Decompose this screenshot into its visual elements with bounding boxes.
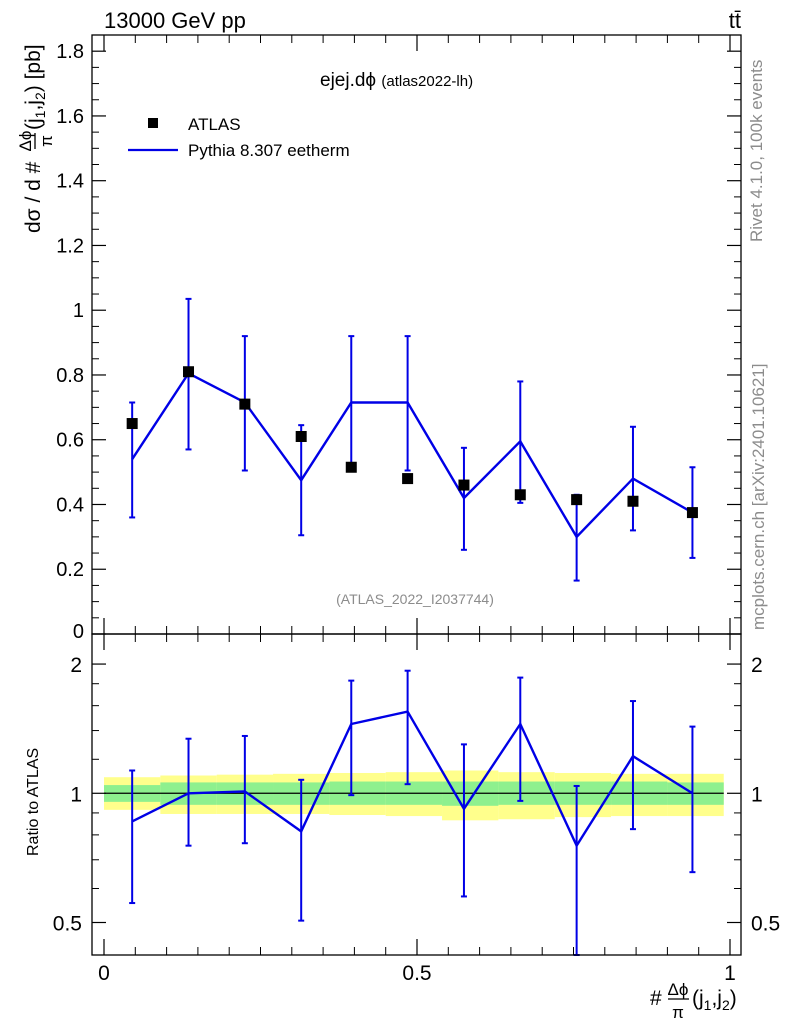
- xlabel-args: (j: [692, 987, 704, 1010]
- xlabel-sub2: 2: [722, 997, 730, 1013]
- ratio-ytick-label-right: 1: [751, 783, 763, 806]
- ylabel-unit: ) [pb]: [22, 44, 45, 92]
- data-point: [458, 479, 470, 491]
- xtick-label: 0: [98, 962, 110, 985]
- main-title-tag: (atlas2022-lh): [381, 73, 473, 90]
- legend-mc-label: Pythia 8.307 eetherm: [188, 141, 350, 160]
- main-ytick-label: 0.2: [56, 559, 84, 581]
- ratio-ytick-label: 0.5: [53, 912, 82, 935]
- xlabel-close: ): [730, 987, 737, 1010]
- data-point: [514, 489, 526, 501]
- xlabel-frac-num: Δϕ: [668, 980, 689, 999]
- watermark: (ATLAS_2022_I2037744): [336, 591, 494, 607]
- xlabel-prefix: #: [650, 987, 662, 1010]
- data-point: [126, 418, 138, 430]
- data-point: [345, 461, 357, 473]
- main-ytick-label: 1.8: [56, 41, 84, 63]
- xlabel-sub1: 1: [704, 997, 712, 1013]
- ratio-ytick-label: 2: [70, 654, 82, 677]
- rivet-info: Rivet 4.1.0, 100k events: [747, 60, 766, 242]
- x-axis-label: # Δϕ π (j1,j2): [650, 980, 737, 1022]
- data-point: [239, 398, 251, 410]
- xlabel-frac-den: π: [672, 1003, 684, 1022]
- xtick-label: 0.5: [402, 962, 431, 985]
- main-ylabel: dσ / d # Δϕ π (j1,j2) [pb]: [16, 44, 56, 233]
- ylabel-frac-den: π: [37, 135, 56, 147]
- ratio-ylabel: Ratio to ATLAS: [25, 748, 42, 856]
- source-info: mcplots.cern.ch [arXiv:2401.10621]: [749, 364, 768, 630]
- ylabel-frac-num: Δϕ: [16, 131, 35, 152]
- data-point: [295, 430, 307, 442]
- data-point: [686, 507, 698, 519]
- legend: ATLAS Pythia 8.307 eetherm: [128, 115, 350, 160]
- header-left: 13000 GeV pp: [104, 8, 246, 33]
- ylabel-args: (j: [22, 118, 45, 130]
- ratio-bands: [104, 770, 724, 821]
- main-title: ejej.dϕ (atlas2022-lh): [320, 70, 473, 91]
- ratio-ytick-label-right: 2: [751, 654, 763, 677]
- svg-text:dσ / d #: dσ / d #: [22, 161, 45, 233]
- legend-data-marker: [148, 118, 158, 128]
- ylabel-sub2: 2: [32, 92, 48, 100]
- frames: 0 0.2 0.4 0.6 0.8 1 1.2 1.4 1.6 1.8 0.5 0.5 1 1 2 2 0 0.5…: [53, 34, 780, 985]
- svg-text:(j1,j2): (j1,j2): [692, 987, 737, 1013]
- data-point: [402, 473, 414, 485]
- data-point: [571, 494, 583, 506]
- main-title-text: ejej.dϕ: [320, 70, 376, 91]
- ratio-ytick-label-right: 0.5: [751, 912, 780, 935]
- main-ytick-label: 1.4: [56, 171, 84, 193]
- svg-text:(j1,j2) [pb]: (j1,j2) [pb]: [22, 44, 48, 130]
- main-ytick-label: 0: [73, 621, 84, 643]
- main-ytick-label: 1: [73, 300, 84, 322]
- data-point: [627, 495, 639, 507]
- main-plot: [126, 297, 698, 582]
- ylabel-sub1: 1: [32, 110, 48, 118]
- ratio-plot: [129, 669, 696, 956]
- main-ytick-label: 0.6: [56, 430, 84, 452]
- xtick-label: 1: [724, 962, 736, 985]
- ratio-mc-line: [131, 710, 694, 849]
- xlabel-comma: ,j: [711, 987, 722, 1010]
- legend-data-label: ATLAS: [188, 115, 241, 134]
- main-ytick-label: 1.6: [56, 106, 84, 128]
- ylabel-prefix: dσ / d #: [22, 161, 45, 233]
- header-right: tt̄: [729, 8, 741, 33]
- ylabel-comma: ,j: [22, 100, 45, 111]
- mc-line: [131, 371, 694, 539]
- main-ytick-label: 1.2: [56, 235, 84, 257]
- main-ytick-label: 0.8: [56, 365, 84, 387]
- main-ytick-label: 0.4: [56, 494, 84, 516]
- data-point: [183, 366, 195, 378]
- ratio-ytick-label: 1: [70, 783, 82, 806]
